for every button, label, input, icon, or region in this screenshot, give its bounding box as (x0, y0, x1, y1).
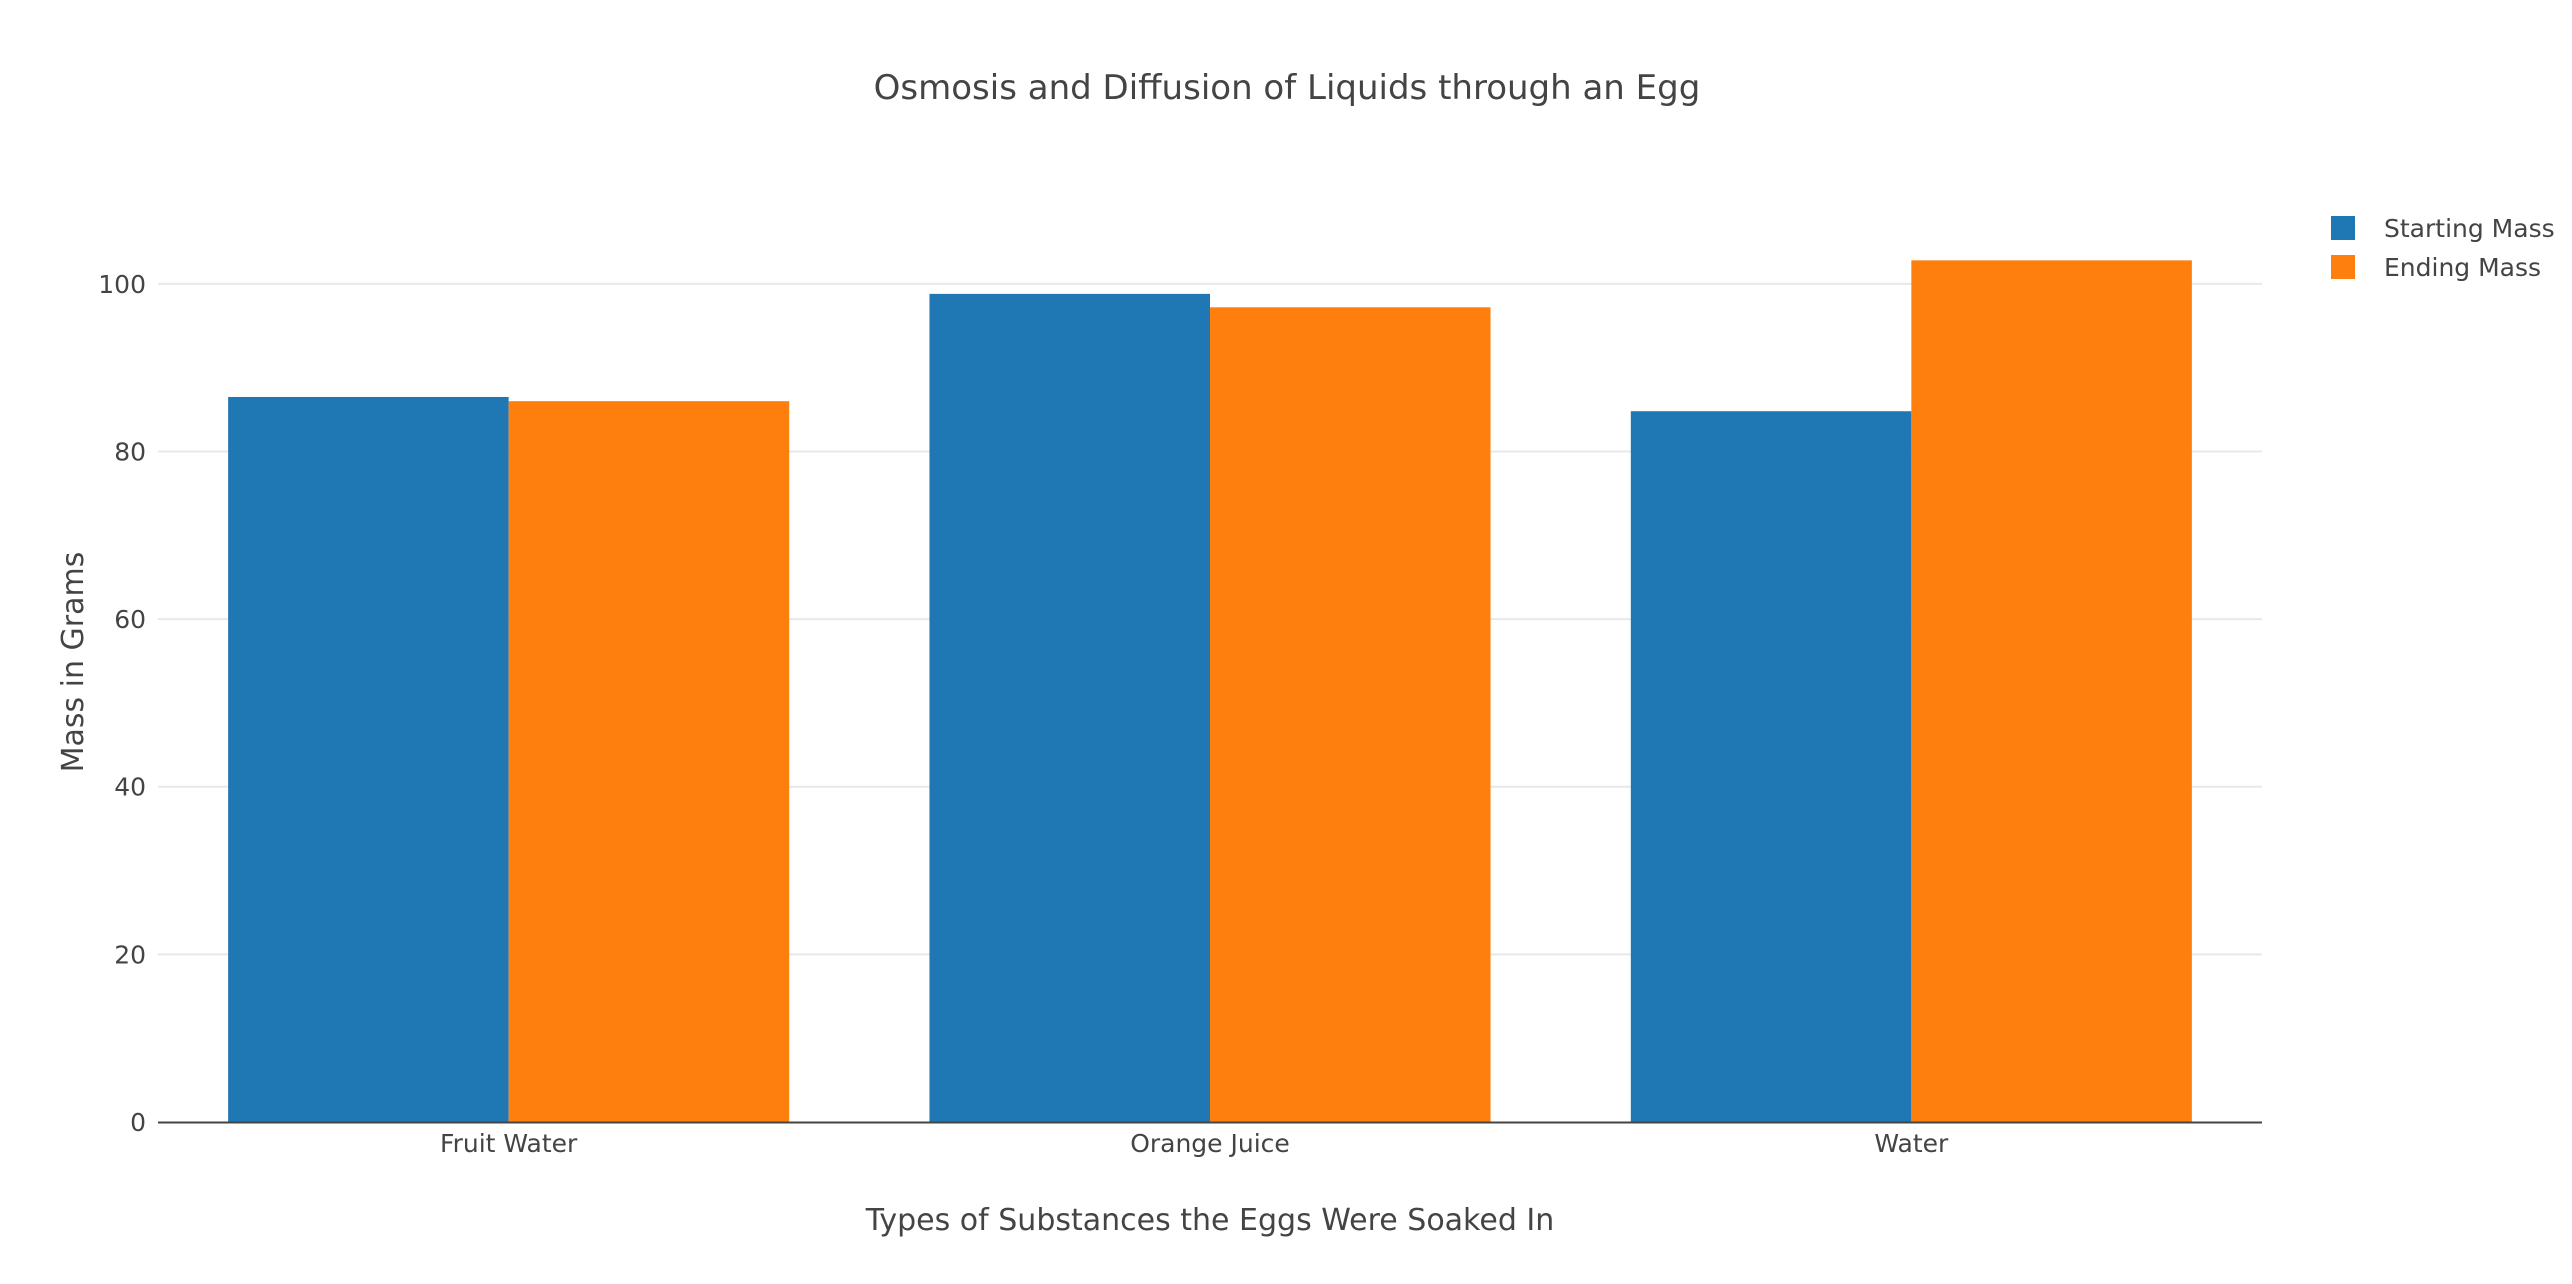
y-tick-label: 40 (114, 773, 146, 802)
y-tick-labels: 0 20 40 60 80 100 (98, 270, 146, 1137)
y-tick-label: 60 (114, 605, 146, 634)
x-tick-label: Fruit Water (440, 1129, 578, 1158)
bars (228, 260, 2192, 1123)
x-axis-label: Types of Substances the Eggs Were Soaked… (865, 1203, 1555, 1238)
bar-ending-mass-water[interactable] (1911, 260, 2192, 1122)
bar-starting-mass-fruit-water[interactable] (228, 396, 509, 1122)
y-axis-label: Mass in Grams (56, 552, 91, 773)
legend-swatch (2331, 255, 2355, 279)
y-tick-label: 80 (114, 437, 146, 466)
x-tick-label: Orange Juice (1130, 1129, 1290, 1158)
x-tick-label: Water (1874, 1129, 1949, 1158)
legend-swatch (2331, 216, 2355, 240)
chart-title: Osmosis and Diffusion of Liquids through… (874, 68, 1701, 108)
y-tick-label: 20 (114, 940, 146, 969)
y-tick-label: 100 (98, 270, 146, 299)
bar-starting-mass-water[interactable] (1630, 411, 1912, 1123)
y-tick-label: 0 (130, 1108, 146, 1137)
bar-ending-mass-orange-juice[interactable] (1210, 307, 1491, 1123)
x-tick-labels: Fruit Water Orange Juice Water (440, 1129, 1949, 1158)
bar-ending-mass-fruit-water[interactable] (508, 401, 790, 1122)
legend-label: Ending Mass (2384, 253, 2541, 282)
legend: Starting Mass Ending Mass (2331, 214, 2555, 282)
bar-starting-mass-orange-juice[interactable] (929, 293, 1210, 1123)
legend-label: Starting Mass (2384, 214, 2555, 243)
